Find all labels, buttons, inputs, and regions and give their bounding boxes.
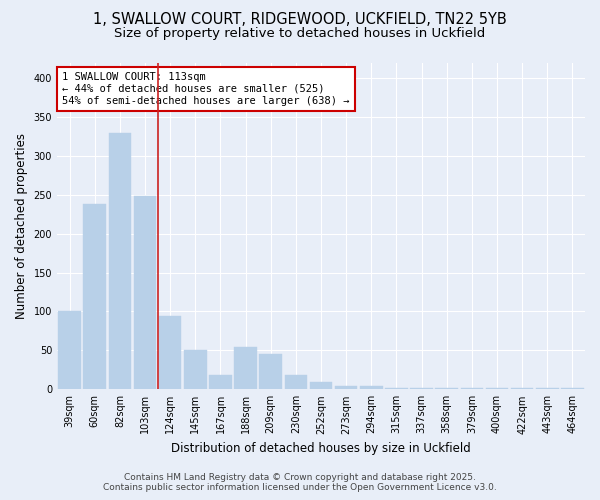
Bar [561,388,584,390]
Text: 1, SWALLOW COURT, RIDGEWOOD, UCKFIELD, TN22 5YB: 1, SWALLOW COURT, RIDGEWOOD, UCKFIELD, T… [93,12,507,28]
Y-axis label: Number of detached properties: Number of detached properties [15,133,28,319]
Bar [58,312,81,390]
Bar [184,350,206,390]
Text: 1 SWALLOW COURT: 113sqm
← 44% of detached houses are smaller (525)
54% of semi-d: 1 SWALLOW COURT: 113sqm ← 44% of detache… [62,72,350,106]
Bar [259,354,282,390]
Bar [209,376,232,390]
Bar [385,388,408,390]
Bar [360,386,383,390]
Bar [109,132,131,390]
Bar [485,388,508,390]
X-axis label: Distribution of detached houses by size in Uckfield: Distribution of detached houses by size … [171,442,471,455]
Bar [83,204,106,390]
Bar [234,346,257,390]
Bar [436,388,458,390]
Bar [159,316,181,390]
Bar [410,388,433,390]
Bar [536,388,559,390]
Bar [335,386,358,390]
Bar [310,382,332,390]
Bar [134,196,157,390]
Bar [284,376,307,390]
Bar [461,388,483,390]
Text: Contains HM Land Registry data © Crown copyright and database right 2025.
Contai: Contains HM Land Registry data © Crown c… [103,473,497,492]
Text: Size of property relative to detached houses in Uckfield: Size of property relative to detached ho… [115,28,485,40]
Bar [511,388,533,390]
